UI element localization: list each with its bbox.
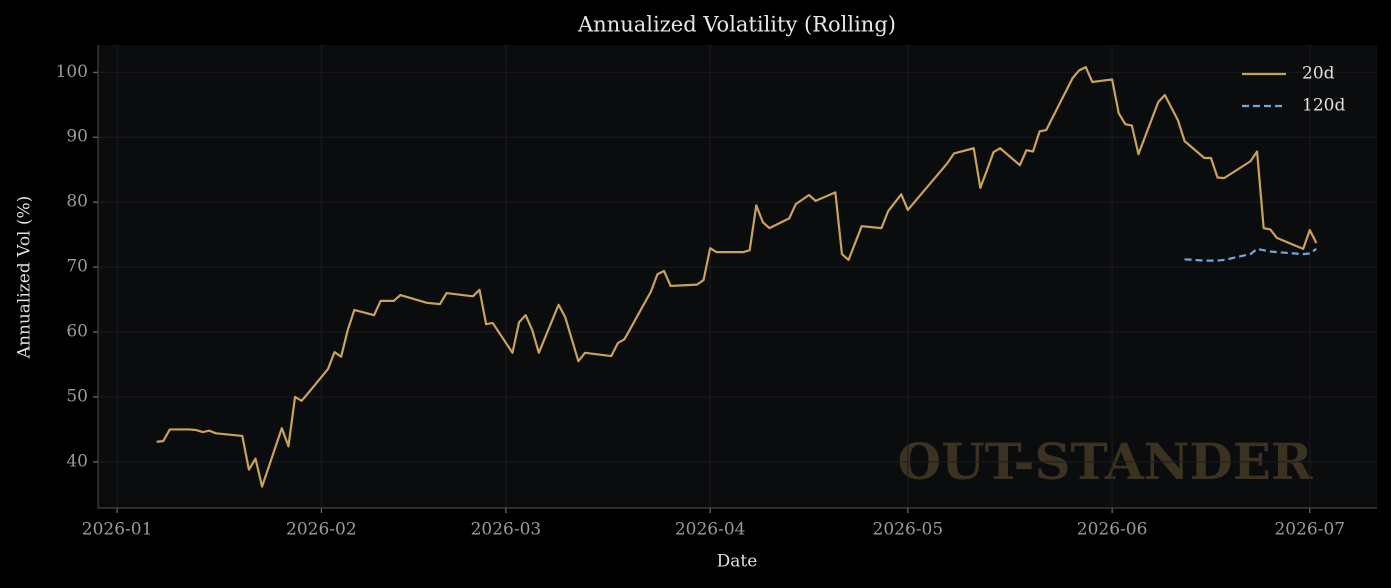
y-tick-label: 50 [66, 386, 88, 406]
legend-label: 20d [1302, 64, 1335, 84]
line-series [1184, 247, 1318, 262]
x-tick-label: 2026-07 [1274, 520, 1345, 540]
y-tick-label: 100 [56, 62, 88, 82]
chart-title: Annualized Volatility (Rolling) [577, 13, 896, 37]
y-tick-label: 80 [66, 192, 88, 212]
x-tick-label: 2026-04 [675, 520, 746, 540]
x-tick-label: 2026-03 [471, 520, 542, 540]
x-tick-label: 2026-05 [873, 520, 944, 540]
y-axis-label: Annualized Vol (%) [15, 196, 35, 360]
line-series [156, 65, 1318, 488]
y-tick-label: 60 [66, 322, 88, 342]
y-tick-label: 70 [66, 257, 88, 277]
y-tick-label: 90 [66, 127, 88, 147]
y-tick-label: 40 [66, 451, 88, 471]
legend-label: 120d [1302, 96, 1345, 116]
x-tick-label: 2026-01 [82, 520, 153, 540]
plot-area [98, 45, 1377, 508]
x-axis-label: Date [717, 552, 758, 572]
x-tick-label: 2026-06 [1077, 520, 1148, 540]
x-tick-label: 2026-02 [286, 520, 357, 540]
